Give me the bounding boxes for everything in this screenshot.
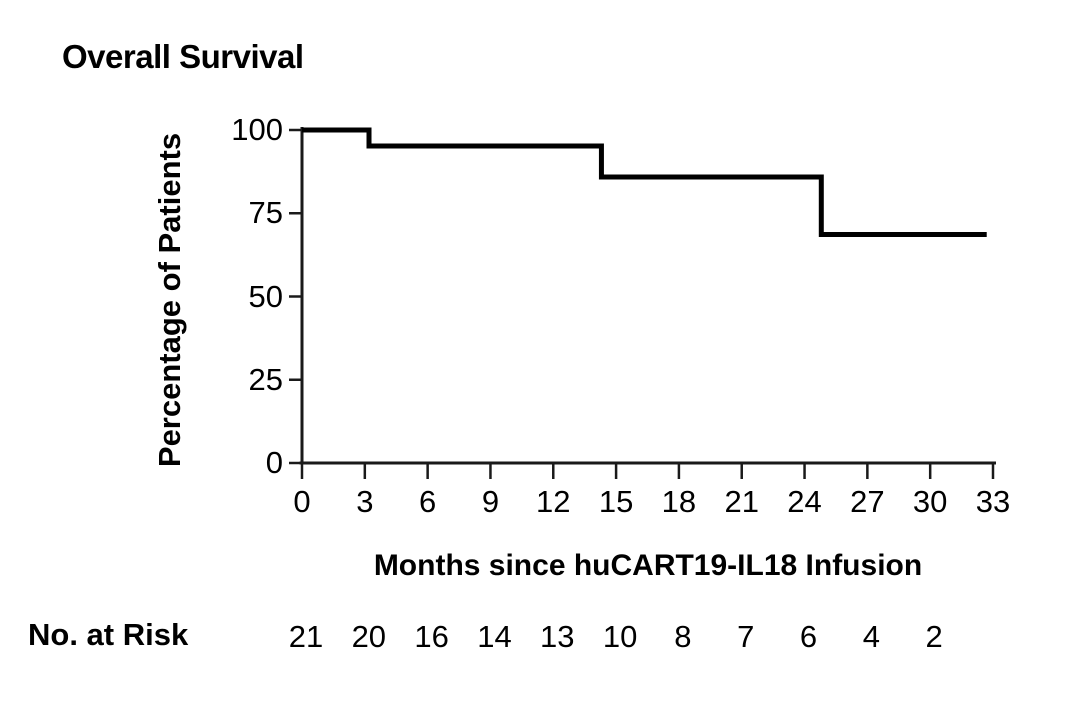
x-tick-label: 33 [975,484,1011,519]
risk-count: 6 [799,619,818,654]
y-tick-label: 25 [248,361,283,397]
risk-count: 20 [351,619,387,654]
x-tick-label: 18 [661,484,697,519]
x-axis-label: Months since huCART19-IL18 Infusion [373,549,923,582]
x-tick-label: 24 [787,484,822,519]
risk-count: 10 [602,619,638,654]
x-tick-label: 21 [724,484,759,519]
y-tick-label: 50 [248,278,283,314]
risk-count: 4 [862,619,880,654]
x-tick-label: 15 [598,484,634,519]
x-tick-label: 30 [912,484,948,519]
chart-title: Overall Survival [62,38,304,75]
y-tick-label: 75 [248,195,283,231]
x-tick-label: 27 [850,484,885,519]
x-tick-label: 9 [481,484,500,519]
risk-count: 7 [737,619,755,654]
x-tick-label: 12 [536,484,571,519]
risk-table-label: No. at Risk [28,617,189,652]
survival-step-curve [302,127,987,238]
risk-count: 14 [477,619,512,654]
x-tick-label: 0 [293,484,311,519]
risk-count: 8 [674,619,692,654]
risk-count: 2 [925,619,943,654]
x-tick-label: 3 [356,484,374,519]
risk-count: 21 [288,619,324,654]
risk-count: 16 [414,619,449,654]
y-tick-label: 0 [265,445,283,480]
y-tick-label: 100 [231,112,283,147]
x-tick-label: 6 [419,484,437,519]
risk-count: 13 [540,619,575,654]
